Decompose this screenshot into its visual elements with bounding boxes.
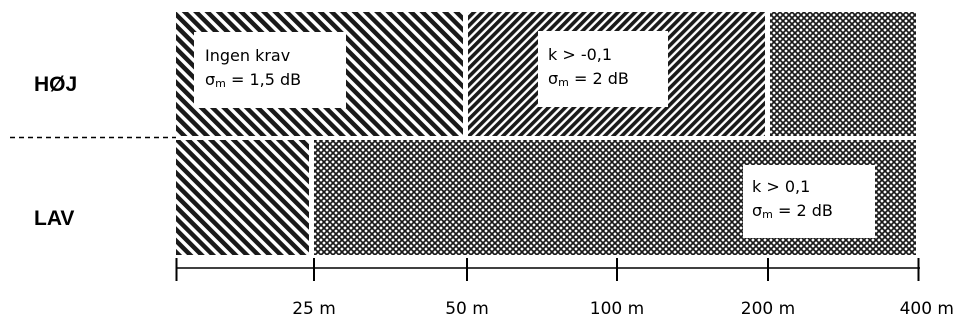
- tick-label-200m: 200 m: [741, 299, 795, 319]
- row-label-low: LAV: [34, 207, 74, 230]
- label-box-k-positive: [743, 165, 875, 238]
- tick-label-100m: 100 m: [590, 299, 644, 319]
- label-k-positive-sigma: σm = 2 dB: [752, 201, 833, 221]
- label-no-requirement-sigma: σm = 1,5 dB: [205, 70, 301, 90]
- label-box-k-negative: [538, 31, 668, 107]
- label-k-positive-title: k > 0,1: [752, 177, 810, 196]
- region-high-k-positive: [770, 12, 916, 136]
- tick-label-50m: 50 m: [445, 299, 489, 319]
- region-low-no-requirement: [176, 140, 309, 255]
- label-box-no-requirement: [194, 32, 346, 108]
- label-k-negative-title: k > -0,1: [548, 45, 612, 64]
- tick-label-400m: 400 m: [900, 299, 954, 319]
- tick-label-25m: 25 m: [292, 299, 336, 319]
- row-label-high: HØJ: [34, 73, 77, 96]
- label-k-negative-sigma: σm = 2 dB: [548, 69, 629, 89]
- label-no-requirement-title: Ingen krav: [205, 46, 290, 65]
